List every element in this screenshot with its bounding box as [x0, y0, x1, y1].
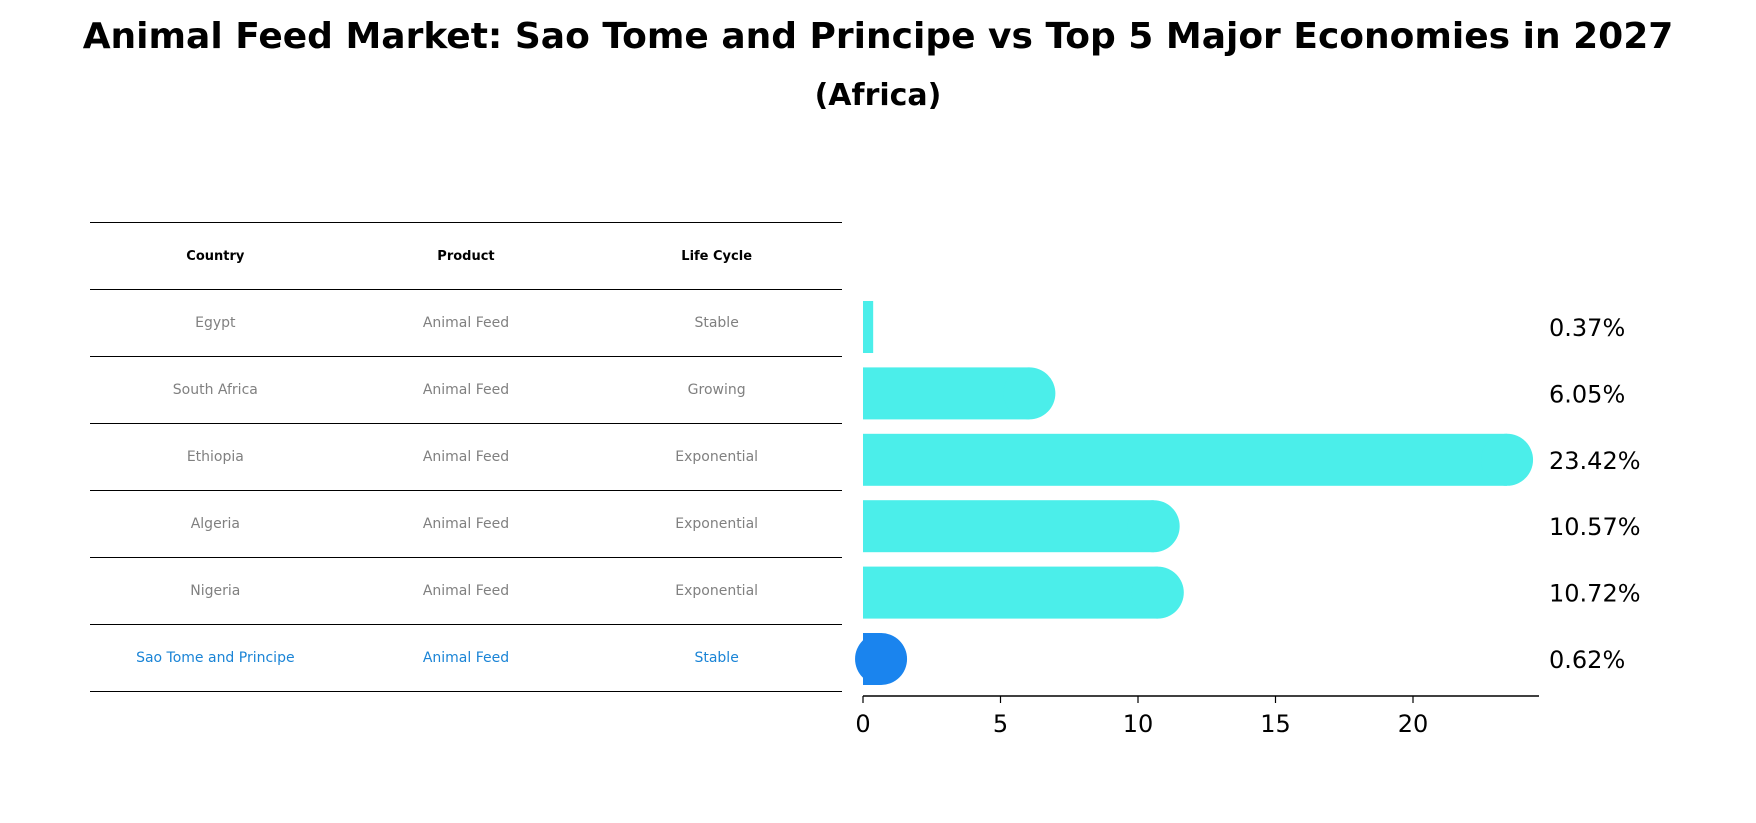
column-header-life-cycle: Life Cycle: [591, 222, 842, 290]
bar-cap-sao-tome-and-principe: [855, 633, 908, 685]
bar-cap-south-africa: [1003, 367, 1056, 420]
table-row: Ethiopia Animal Feed Exponential: [90, 423, 842, 491]
table-row: South Africa Animal Feed Growing: [90, 356, 842, 424]
x-tick-label-15: 15: [1260, 710, 1291, 738]
column-header-country: Country: [90, 222, 341, 290]
cell-product: Animal Feed: [340, 356, 592, 424]
cell-product: Animal Feed: [340, 624, 592, 692]
cell-life-cycle: Growing: [591, 356, 842, 424]
table-row: Algeria Animal Feed Exponential: [90, 490, 842, 558]
data-table: Country Product Life Cycle Egypt Animal …: [90, 222, 842, 692]
cell-product: Animal Feed: [340, 289, 592, 357]
data-label-south-africa: 6.05%: [1549, 380, 1625, 408]
cell-life-cycle: Stable: [591, 289, 842, 357]
bar-nigeria: [863, 566, 1158, 619]
x-tick-label-20: 20: [1398, 710, 1429, 738]
bar-ethiopia: [863, 433, 1508, 486]
data-label-sao-tome-and-principe: 0.62%: [1549, 646, 1625, 674]
bar-cap-nigeria: [1131, 566, 1184, 619]
data-label-ethiopia: 23.42%: [1549, 447, 1641, 475]
cell-country: Egypt: [90, 289, 341, 357]
cell-country: Ethiopia: [90, 423, 341, 491]
cell-life-cycle: Exponential: [591, 490, 842, 558]
data-label-egypt: 0.37%: [1549, 314, 1625, 342]
cell-country: Nigeria: [90, 557, 341, 625]
bar-south-africa: [863, 367, 1030, 420]
bar-algeria: [863, 500, 1154, 553]
cell-life-cycle: Stable: [591, 624, 842, 692]
data-label-nigeria: 10.72%: [1549, 580, 1641, 608]
table-row: Egypt Animal Feed Stable: [90, 289, 842, 357]
data-label-algeria: 10.57%: [1549, 513, 1641, 541]
cell-country: Algeria: [90, 490, 341, 558]
table-row: Nigeria Animal Feed Exponential: [90, 557, 842, 625]
cell-product: Animal Feed: [340, 490, 592, 558]
cell-life-cycle: Exponential: [591, 557, 842, 625]
bar-cap-algeria: [1127, 500, 1180, 553]
table-row-highlight: Sao Tome and Principe Animal Feed Stable: [90, 624, 842, 692]
x-tick-label-10: 10: [1123, 710, 1154, 738]
chart-title: Animal Feed Market: Sao Tome and Princip…: [82, 16, 1674, 57]
chart-subtitle: (Africa): [814, 78, 942, 113]
bar-cap-ethiopia: [1481, 433, 1534, 486]
cell-country: South Africa: [90, 356, 341, 424]
cell-country: Sao Tome and Principe: [90, 624, 341, 692]
cell-life-cycle: Exponential: [591, 423, 842, 491]
bar-egypt: [863, 301, 874, 353]
x-tick-label-0: 0: [855, 710, 870, 738]
table-header-row: Country Product Life Cycle: [90, 222, 842, 290]
x-tick-label-5: 5: [993, 710, 1008, 738]
column-header-product: Product: [340, 222, 592, 290]
